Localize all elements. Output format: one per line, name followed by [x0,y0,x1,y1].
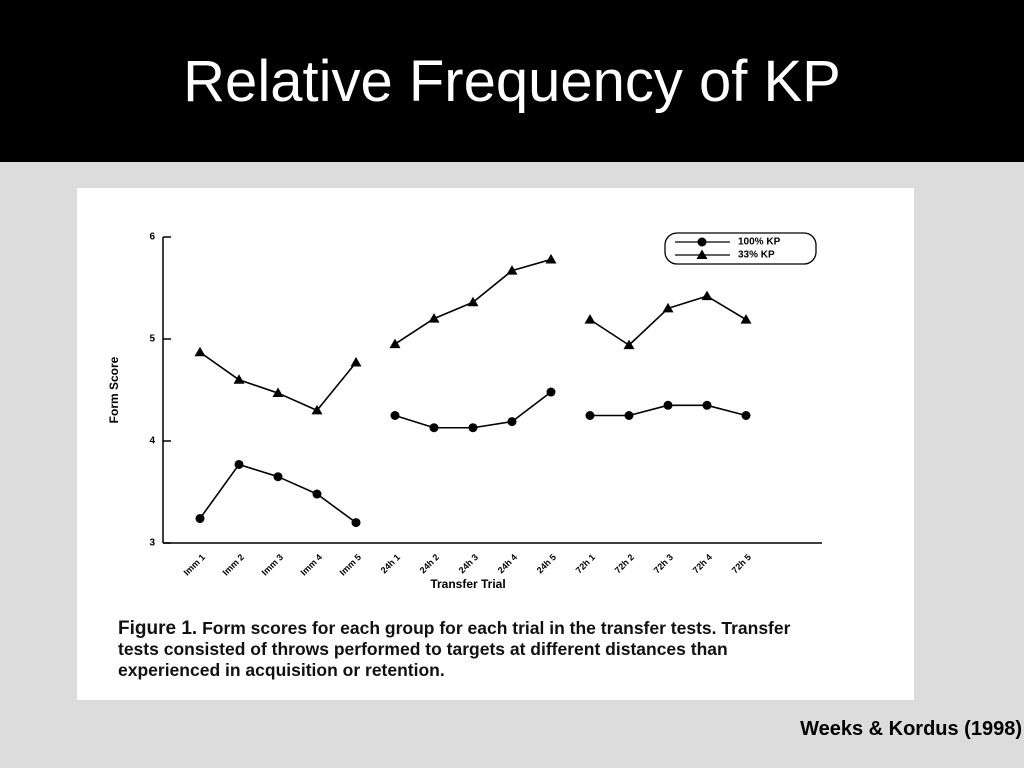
x-tick-label: 72h 4 [691,552,714,575]
x-tick-label: Imm 4 [299,552,324,577]
point [546,387,556,397]
line-segment [472,420,513,429]
point [545,253,557,264]
line-segment [667,295,708,310]
line-segment [472,270,513,303]
y-tick-label: 4 [149,436,155,447]
point [272,387,284,398]
caption-text: Form scores for each group for each tria… [118,618,791,680]
y-tick-label: 6 [149,232,155,243]
line-segment [199,463,240,519]
point [194,346,206,357]
point [234,459,244,469]
point [390,411,400,420]
point [428,313,440,323]
legend-marker [696,249,708,259]
line-segment [238,379,279,394]
point [429,423,439,433]
point [351,518,361,528]
line-segment [277,392,318,412]
point [663,400,673,410]
line-segment [511,258,552,272]
caption-label: Figure 1. [118,618,198,639]
legend-box [664,232,817,265]
point [623,339,635,350]
line-segment [706,295,747,321]
figure-panel [77,188,914,700]
header-bar [0,0,1024,162]
line-segment [316,361,357,411]
x-tick-label: 24h 2 [418,552,441,575]
point [467,296,479,307]
point [233,374,245,384]
line-segment [199,351,240,381]
point [389,338,401,349]
y-tick-label: 5 [149,334,155,345]
point [662,302,674,313]
line-segment [628,307,669,346]
point [350,356,362,367]
legend-marker [697,237,707,247]
x-tick-label: 72h 3 [652,552,675,575]
point [311,404,323,415]
point [507,417,517,427]
line-segment [394,317,435,345]
line-segment [511,391,552,423]
point [584,314,596,324]
point [273,472,283,482]
line-segment [433,301,474,320]
point [506,265,518,275]
x-tick-label: 24h 5 [535,552,558,575]
caption: Figure 1. Form scores for each group for… [118,618,828,681]
line-segment [277,475,318,495]
line-segment [316,493,357,524]
point [624,411,634,420]
point [701,290,713,301]
x-tick-label: Imm 2 [221,552,246,577]
line-segment [706,404,747,417]
x-tick-label: 72h 1 [574,552,597,575]
y-tick-label: 3 [149,538,155,549]
x-axis-label: Transfer Trial [430,577,505,591]
x-tick-label: 72h 5 [730,552,753,575]
x-tick-label: 24h 3 [457,552,480,575]
line-segment [238,463,279,478]
x-tick-label: Imm 3 [260,552,285,577]
x-tick-label: 72h 2 [613,552,636,575]
line-segment [628,404,669,417]
source: Weeks & Kordus (1998) [800,718,1022,740]
point [468,423,478,433]
point [740,314,752,324]
point [195,514,205,524]
point [741,411,751,420]
point [585,411,595,420]
x-tick-label: 24h 1 [379,552,402,575]
point [312,489,322,499]
line-segment [394,414,435,429]
x-tick-label: Imm 1 [182,552,207,577]
slide-title: Relative Frequency of KP [183,49,841,114]
y-axis-label: Form Score [107,356,121,423]
line-segment [589,318,630,346]
legend-label: 33% KP [738,250,775,261]
point [702,400,712,410]
x-tick-label: Imm 5 [338,552,363,577]
legend-label: 100% KP [738,237,781,248]
x-tick-label: 24h 4 [496,552,519,575]
